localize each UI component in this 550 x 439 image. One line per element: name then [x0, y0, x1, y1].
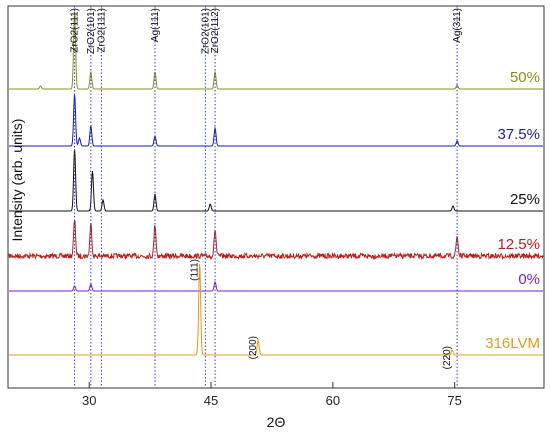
x-axis-title: 2Θ [267, 414, 286, 430]
series-label-12-5-: 12.5% [497, 236, 540, 253]
series-label-316lvm: 316LVM [485, 335, 540, 352]
series-line-5 [9, 264, 543, 356]
reference-label-5: ZrO2(112) [210, 8, 221, 53]
series-line-4 [9, 280, 543, 292]
series-label-0-: 0% [518, 271, 540, 288]
peak-label-316lvm-1: (200) [248, 336, 259, 359]
x-tick-label-1: 45 [204, 393, 218, 408]
reference-label-0: ZrO2(111) [70, 8, 81, 53]
reference-label-4: ZrO2(101) [200, 8, 211, 54]
series-line-3 [8, 219, 544, 261]
series-line-1 [9, 94, 543, 147]
reference-label-2: ZrO2(111) [96, 8, 107, 53]
peak-label-316lvm-0: (111) [190, 259, 201, 281]
reference-lines: ZrO2(111) ZrO2(101) ZrO2(111) Ag(111) ZrO2(1… [70, 6, 463, 388]
series-line-0 [9, 11, 543, 90]
peak-label-316lvm-2: (220) [442, 346, 453, 369]
reference-label-1: ZrO2(101) [86, 8, 97, 54]
x-tick-label-0: 30 [82, 393, 96, 408]
series-label-37-5-: 37.5% [497, 126, 540, 143]
x-tick-label-2: 60 [326, 393, 340, 408]
reference-label-6: Ag(311) [452, 8, 463, 43]
series-line-2 [9, 149, 543, 212]
series-layer [8, 11, 544, 356]
series-label-25-: 25% [510, 191, 540, 208]
reference-label-3: Ag(111) [150, 8, 161, 42]
series-labels: 50% 37.5% 25% 12.5% 0% 316LVM (111) (200) (220) [190, 69, 540, 369]
plot-frame [7, 5, 545, 389]
series-label-50-: 50% [510, 69, 540, 86]
x-axis: 30 45 60 75 [82, 382, 462, 408]
y-axis-title: Intensity (arb. units) [9, 119, 25, 242]
x-tick-label-3: 75 [447, 393, 461, 408]
